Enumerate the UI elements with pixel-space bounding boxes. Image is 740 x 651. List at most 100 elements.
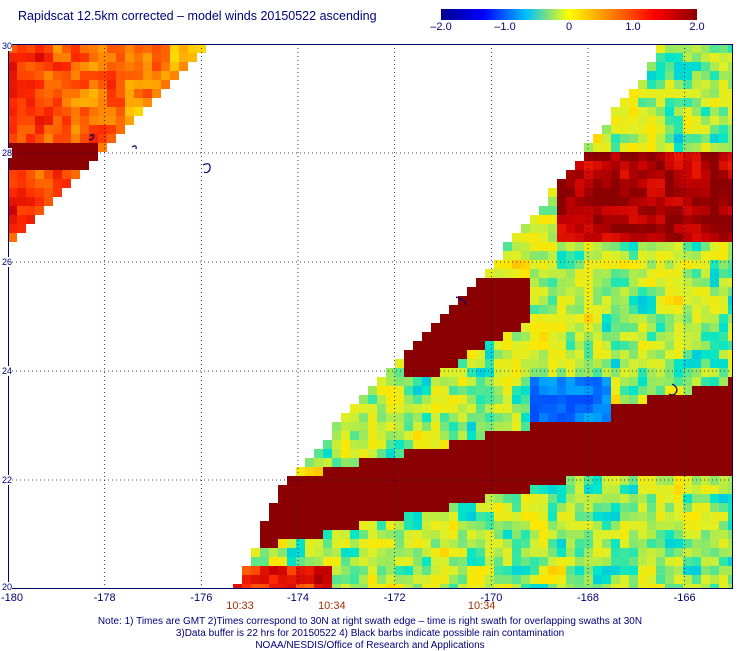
swath-cell <box>575 341 584 350</box>
swath-cell <box>575 224 584 233</box>
swath-cell <box>458 377 467 386</box>
swath-cell <box>701 116 710 125</box>
swath-cell <box>683 422 692 431</box>
swath-cell <box>413 341 422 350</box>
swath-cell <box>305 530 314 539</box>
swath-cell <box>683 143 692 152</box>
swath-cell <box>512 575 521 584</box>
swath-cell <box>485 377 494 386</box>
swath-cell <box>692 467 701 476</box>
swath-cell <box>404 485 413 494</box>
swath-cell <box>728 80 733 89</box>
swath-cell <box>530 215 539 224</box>
swath-cell <box>287 548 296 557</box>
swath-cell <box>719 422 728 431</box>
swath-cell <box>701 476 710 485</box>
swath-cell <box>656 296 665 305</box>
swath-cell <box>539 305 548 314</box>
swath-cell <box>665 530 674 539</box>
swath-cell <box>449 377 458 386</box>
swath-cell <box>575 557 584 566</box>
swath-cell <box>602 332 611 341</box>
colorbar-label-pos1: 1.0 <box>625 21 641 33</box>
swath-cell <box>728 458 733 467</box>
swath-cell <box>413 368 422 377</box>
swath-cell <box>665 233 674 242</box>
swath-cell <box>413 530 422 539</box>
swath-cell <box>647 458 656 467</box>
swath-cell <box>359 485 368 494</box>
swath-cell <box>35 80 44 89</box>
swath-cell <box>494 386 503 395</box>
swath-cell <box>521 539 530 548</box>
colorbar-label-zero: 0 <box>565 21 573 33</box>
swath-cell <box>584 341 593 350</box>
swath-cell <box>701 62 710 71</box>
swath-cell <box>602 449 611 458</box>
swath-cell <box>440 440 449 449</box>
swath-cell <box>512 503 521 512</box>
swath-cell <box>485 539 494 548</box>
swath-cell <box>575 314 584 323</box>
swath-cell <box>647 179 656 188</box>
swath-cell <box>692 503 701 512</box>
swath-cell <box>116 44 125 53</box>
swath-cell <box>692 440 701 449</box>
swath-cell <box>467 305 476 314</box>
swath-cell <box>647 260 656 269</box>
swath-cell <box>377 413 386 422</box>
swath-cell <box>584 269 593 278</box>
swath-cell <box>629 368 638 377</box>
swath-cell <box>134 53 143 62</box>
swath-cell <box>314 494 323 503</box>
swath-cell <box>503 575 512 584</box>
swath-cell <box>332 530 341 539</box>
swath-cell <box>530 224 539 233</box>
swath-cell <box>530 350 539 359</box>
swath-cell <box>701 530 710 539</box>
swath-cell <box>413 566 422 575</box>
swath-cell <box>602 368 611 377</box>
swath-cell <box>107 125 116 134</box>
swath-time-label: 10:34 <box>467 600 496 612</box>
swath-cell <box>395 548 404 557</box>
y-tick-label: 30 <box>2 41 13 51</box>
swath-cell <box>530 359 539 368</box>
swath-cell <box>539 503 548 512</box>
swath-cell <box>494 287 503 296</box>
swath-cell <box>665 332 674 341</box>
swath-cell <box>548 206 557 215</box>
swath-cell <box>179 62 188 71</box>
swath-cell <box>656 521 665 530</box>
swath-cell <box>593 197 602 206</box>
swath-cell <box>728 521 733 530</box>
swath-cell <box>602 476 611 485</box>
swath-cell <box>485 557 494 566</box>
swath-cell <box>566 575 575 584</box>
swath-cell <box>431 377 440 386</box>
swath-cell <box>665 62 674 71</box>
swath-cell <box>116 53 125 62</box>
swath-cell <box>692 260 701 269</box>
swath-cell <box>503 296 512 305</box>
rain-barb <box>455 296 467 306</box>
swath-cell <box>467 404 476 413</box>
swath-cell <box>332 431 341 440</box>
swath-cell <box>350 575 359 584</box>
swath-cell <box>701 287 710 296</box>
swath-cell <box>251 584 260 589</box>
swath-cell <box>638 404 647 413</box>
swath-cell <box>557 305 566 314</box>
swath-cell <box>638 179 647 188</box>
swath-cell <box>728 323 733 332</box>
swath-cell <box>125 116 134 125</box>
swath-cell <box>359 440 368 449</box>
swath-cell <box>647 476 656 485</box>
swath-cell <box>638 107 647 116</box>
swath-cell <box>287 476 296 485</box>
swath-cell <box>710 332 719 341</box>
swath-cell <box>98 125 107 134</box>
swath-cell <box>35 98 44 107</box>
swath-cell <box>575 296 584 305</box>
swath-cell <box>629 278 638 287</box>
